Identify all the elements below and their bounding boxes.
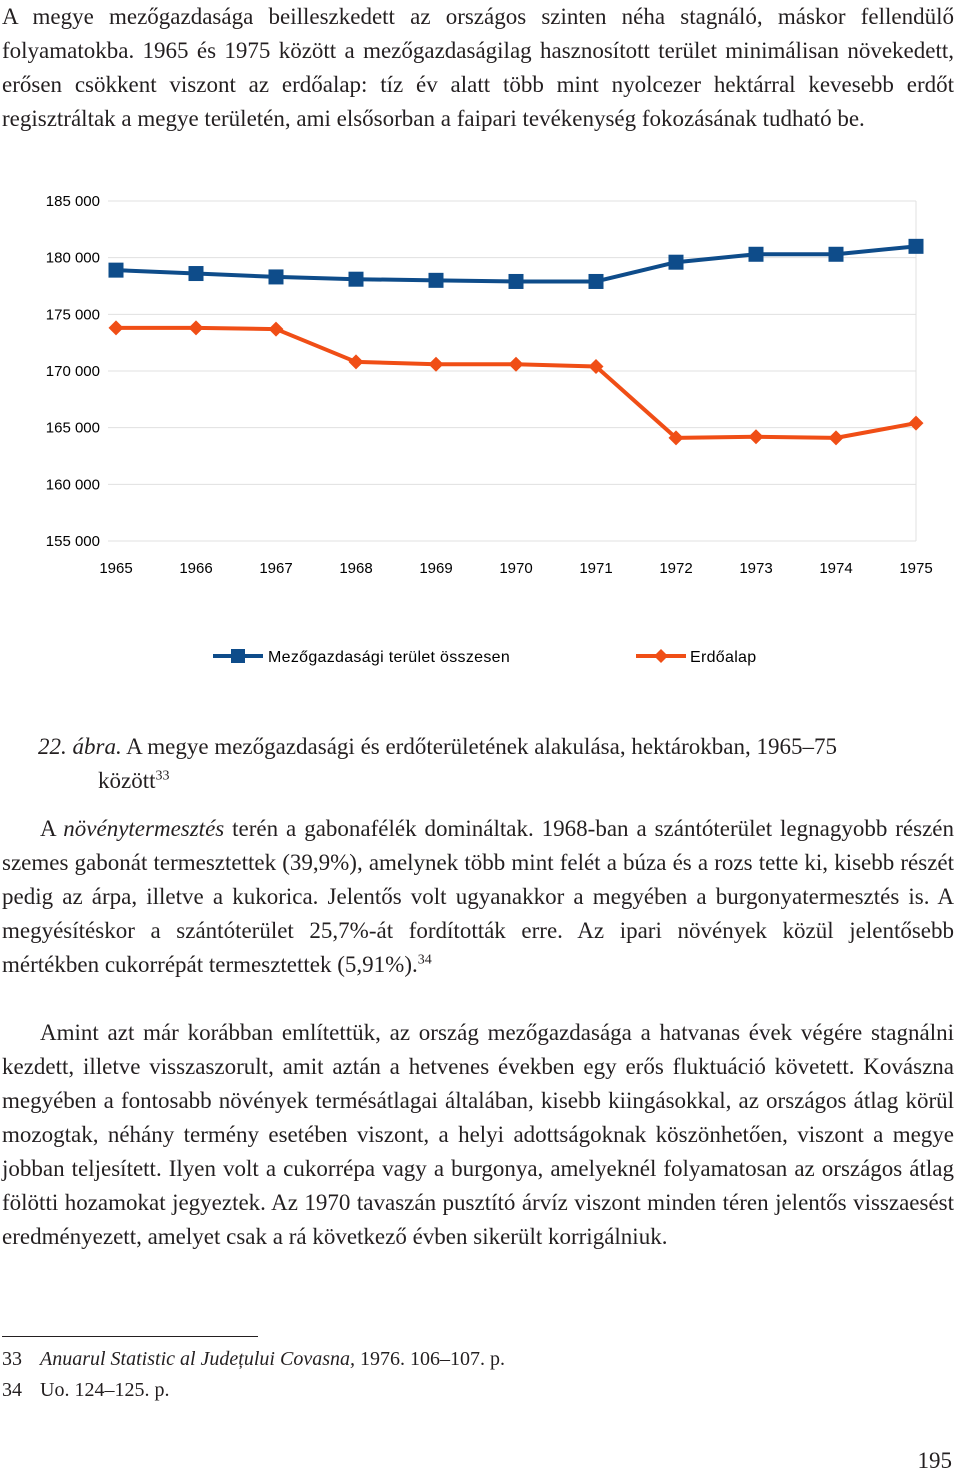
data-point-1	[188, 266, 204, 282]
caption-number: 22. ábra.	[38, 734, 122, 759]
x-tick-label: 1970	[499, 560, 532, 577]
y-tick-label: 175 000	[46, 306, 100, 323]
data-point-1	[908, 238, 924, 254]
data-point-1	[268, 269, 284, 285]
data-point-1	[668, 254, 684, 270]
series-line-2	[116, 325, 917, 440]
figure-caption: 22. ábra. A megye mezőgazdasági és erdőt…	[38, 730, 918, 798]
data-point-2	[828, 430, 844, 446]
legend-marker	[231, 649, 245, 663]
data-point-2	[108, 320, 124, 336]
legend-label: Mezőgazdasági terület összesen	[268, 649, 510, 666]
data-point-1	[348, 271, 364, 287]
y-tick-label: 165 000	[46, 420, 100, 437]
page-number: 195	[917, 1448, 953, 1473]
legend-label: Erdőalap	[690, 649, 756, 666]
data-point-2	[508, 356, 524, 372]
chart-legend: Mezőgazdasági terület összesen Erdőalap	[213, 649, 756, 666]
caption-footnote-ref: 33	[155, 768, 170, 784]
data-point-2	[908, 415, 924, 431]
footnote-number: 33	[2, 1348, 22, 1370]
intro-paragraph: A megye mezőgazdasága beilleszkedett az …	[2, 4, 954, 131]
data-point-2	[268, 321, 284, 337]
x-tick-label: 1973	[739, 560, 772, 577]
paragraph-crops-italic: növénytermesztés	[63, 816, 225, 841]
y-axis-ticks: 185 000 180 000 175 000 170 000 165 000 160 0…	[46, 193, 100, 550]
x-tick-label: 1975	[899, 560, 932, 577]
data-point-1	[508, 273, 524, 289]
x-axis-ticks: 1965 1966 1967 1968 1969 1970 1971 1972 1973 1974…	[99, 560, 932, 577]
legend-marker	[654, 649, 668, 663]
footnote-number: 34	[2, 1379, 22, 1401]
x-tick-label: 1966	[179, 560, 212, 577]
footnote-34: 34 Uo. 124–125. p.	[2, 1377, 169, 1403]
paragraph-stagnation: Amint azt már korábban említettük, az or…	[2, 1020, 954, 1249]
y-tick-label: 180 000	[46, 250, 100, 267]
data-point-1	[748, 246, 764, 262]
x-tick-label: 1965	[99, 560, 132, 577]
x-tick-label: 1968	[339, 560, 372, 577]
data-point-2	[748, 429, 764, 445]
data-point-2	[668, 430, 684, 446]
y-tick-label: 155 000	[46, 533, 100, 550]
data-point-2	[348, 354, 364, 370]
y-tick-label: 160 000	[46, 476, 100, 493]
chart-series	[108, 238, 924, 446]
data-point-2	[428, 356, 444, 372]
x-tick-label: 1972	[659, 560, 692, 577]
paragraph-crops-footnote-ref: 34	[417, 952, 432, 968]
footnote-divider	[2, 1336, 258, 1337]
paragraph-crops: A növénytermesztés terén a gabonafélék d…	[2, 812, 954, 982]
footnote-text: Uo. 124–125. p.	[40, 1379, 170, 1401]
data-point-2	[188, 320, 204, 336]
paragraph-crops-start: A	[40, 816, 64, 841]
data-point-1	[588, 273, 604, 289]
data-point-1	[428, 272, 444, 288]
caption-text-2: között	[98, 768, 156, 793]
footnote-text: 1976. 106–107. p.	[354, 1348, 505, 1370]
y-tick-label: 185 000	[46, 193, 100, 210]
data-point-1	[108, 262, 124, 278]
data-point-2	[588, 358, 604, 374]
data-point-1	[828, 246, 844, 262]
footnote-italic: Anuarul Statistic al Județului Covasna,	[40, 1348, 355, 1370]
x-tick-label: 1974	[819, 560, 852, 577]
paragraph-crops-text: terén a gabonafélék domináltak. 1968-ban…	[2, 816, 954, 977]
chart-grid	[108, 200, 917, 542]
footnote-33: 33 Anuarul Statistic al Județului Covasna…	[2, 1346, 505, 1372]
x-tick-label: 1969	[419, 560, 452, 577]
x-tick-label: 1967	[259, 560, 292, 577]
y-tick-label: 170 000	[46, 363, 100, 380]
x-tick-label: 1971	[579, 560, 612, 577]
line-chart: 185 000 180 000 175 000 170 000 165 000 160 0…	[46, 193, 933, 666]
caption-text: A megye mezőgazdasági és erdőterületének…	[121, 734, 837, 759]
